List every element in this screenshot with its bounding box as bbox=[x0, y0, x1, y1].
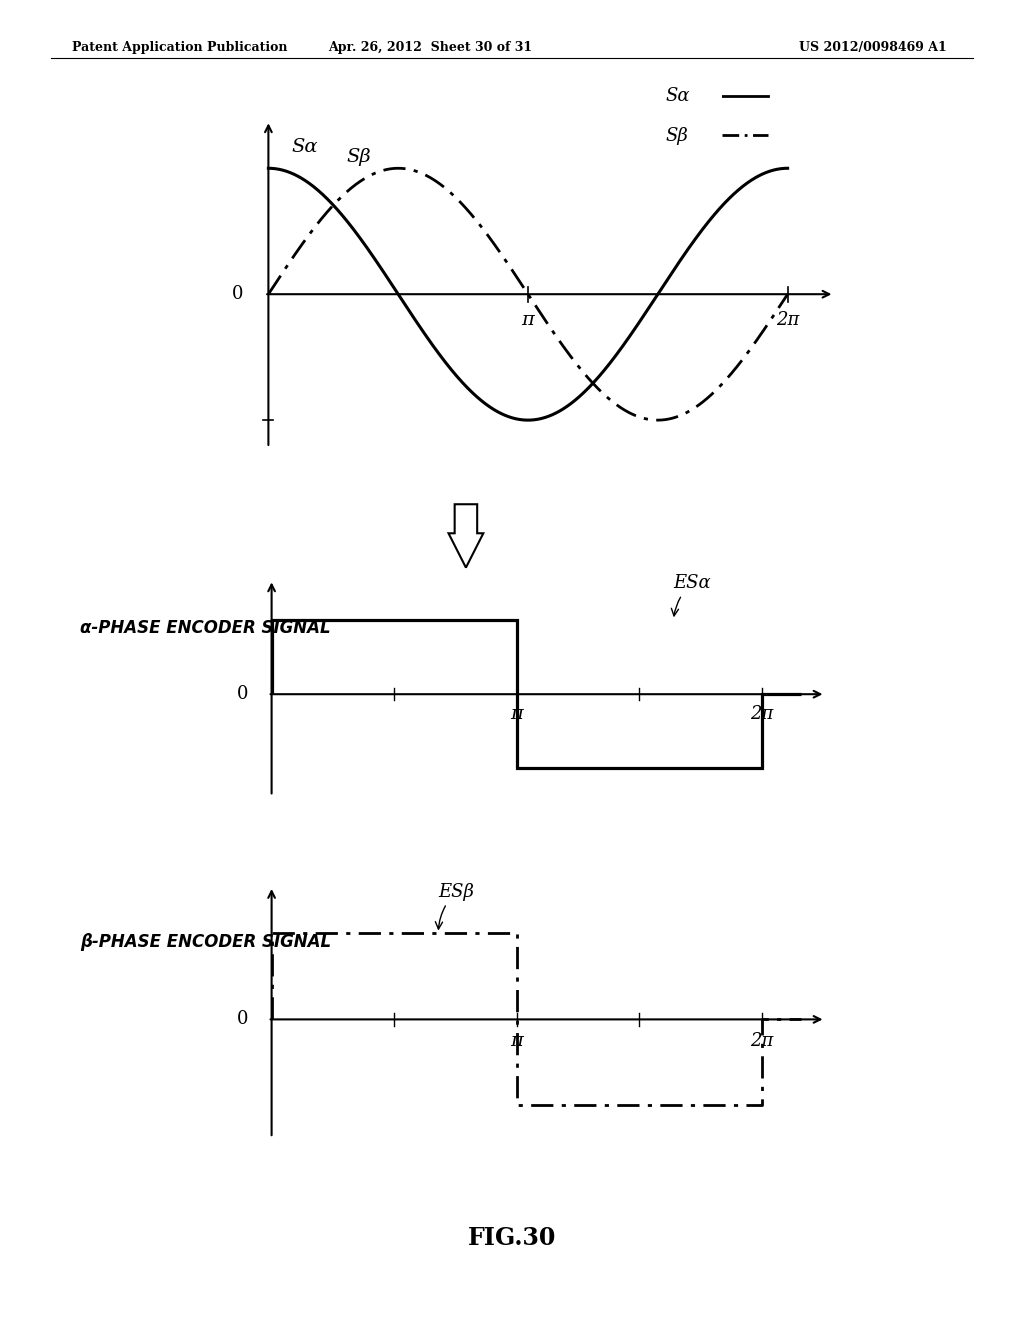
Text: Apr. 26, 2012  Sheet 30 of 31: Apr. 26, 2012 Sheet 30 of 31 bbox=[328, 41, 532, 54]
Text: 0: 0 bbox=[232, 285, 244, 304]
Text: ESβ: ESβ bbox=[435, 883, 474, 929]
Text: Sα: Sα bbox=[292, 137, 318, 156]
Text: 2π: 2π bbox=[776, 310, 800, 329]
Text: π: π bbox=[510, 705, 523, 723]
Text: 2π: 2π bbox=[750, 1032, 773, 1051]
Text: β-PHASE ENCODER SIGNAL: β-PHASE ENCODER SIGNAL bbox=[81, 933, 332, 950]
Text: US 2012/0098469 A1: US 2012/0098469 A1 bbox=[799, 41, 946, 54]
Text: ESα: ESα bbox=[672, 574, 711, 616]
Text: FIG.30: FIG.30 bbox=[468, 1226, 556, 1250]
Text: π: π bbox=[521, 310, 535, 329]
Text: 0: 0 bbox=[237, 685, 248, 704]
Text: Sβ: Sβ bbox=[347, 148, 372, 166]
Text: 2π: 2π bbox=[750, 705, 773, 723]
Text: 0: 0 bbox=[237, 1010, 248, 1028]
Text: Sβ: Sβ bbox=[666, 127, 688, 145]
Text: Patent Application Publication: Patent Application Publication bbox=[72, 41, 287, 54]
Text: π: π bbox=[510, 1032, 523, 1051]
Text: α-PHASE ENCODER SIGNAL: α-PHASE ENCODER SIGNAL bbox=[81, 619, 331, 636]
Text: Sα: Sα bbox=[666, 87, 690, 106]
